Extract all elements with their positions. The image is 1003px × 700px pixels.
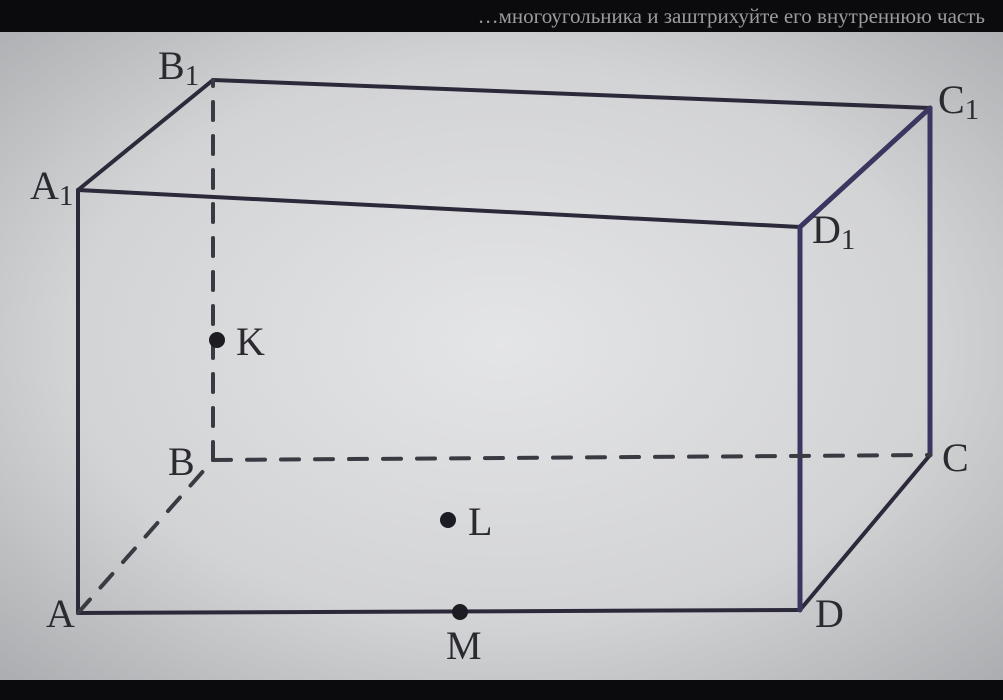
label-B1: B1 xyxy=(158,42,199,89)
label-C: C xyxy=(942,434,969,481)
point-L xyxy=(440,512,456,528)
label-M: M xyxy=(446,622,482,669)
point-K xyxy=(209,332,225,348)
label-A: A xyxy=(46,590,75,637)
label-C1: C1 xyxy=(938,76,979,123)
label-A1: A1 xyxy=(30,162,73,209)
label-L: L xyxy=(468,498,492,545)
label-K: K xyxy=(236,318,265,365)
label-D: D xyxy=(815,590,844,637)
label-D1: D1 xyxy=(812,206,855,253)
label-B: B xyxy=(168,438,195,485)
prism-svg xyxy=(0,0,1003,700)
point-M xyxy=(452,604,468,620)
diagram-canvas: …многоугольника и заштрихуйте его внутре… xyxy=(0,0,1003,700)
